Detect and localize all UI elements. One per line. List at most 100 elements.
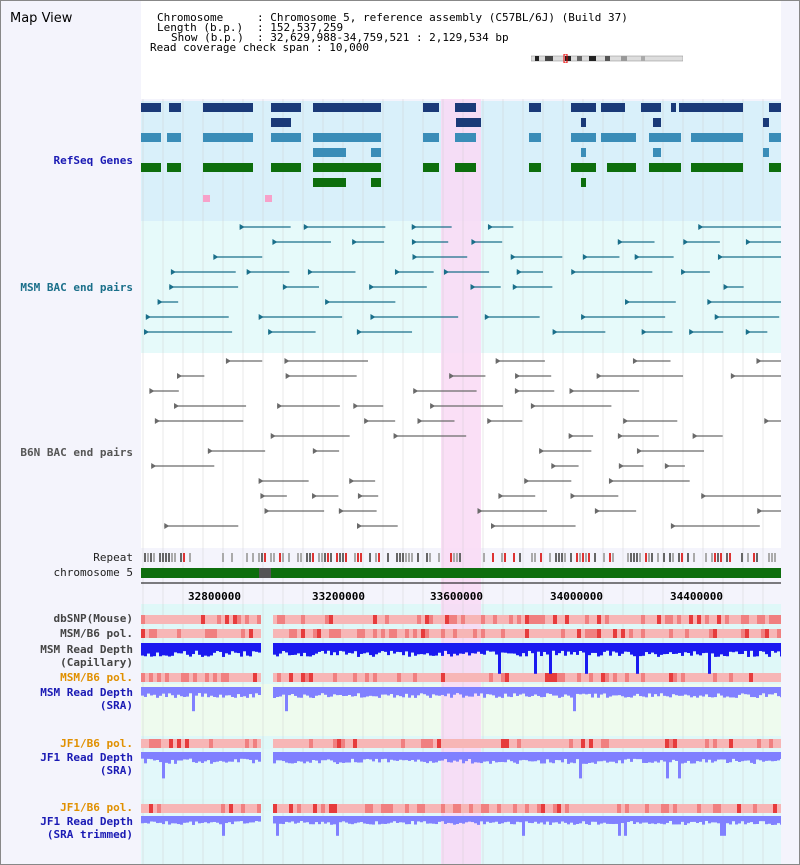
polymorphism-cell bbox=[389, 615, 393, 624]
msm-depth-sra-bar bbox=[495, 687, 498, 698]
polymorphism-cell bbox=[205, 629, 209, 638]
msm-depth-capillary-bar bbox=[663, 643, 666, 655]
polymorphism-cell bbox=[257, 629, 261, 638]
polymorphism-cell bbox=[541, 804, 545, 813]
track-label-repeat[interactable]: Repeat bbox=[93, 551, 133, 564]
jf1-depth-trimmed-bar bbox=[396, 816, 399, 823]
polymorphism-cell bbox=[277, 629, 281, 638]
track-label-jf1-pol[interactable]: JF1/B6 pol. bbox=[60, 737, 133, 750]
polymorphism-cell bbox=[749, 615, 753, 624]
polymorphism-cell bbox=[629, 629, 633, 638]
chromosome-ideogram[interactable] bbox=[531, 54, 683, 63]
track-label-jf1-pol-2[interactable]: JF1/B6 pol. bbox=[60, 801, 133, 814]
msm-depth-capillary-bar bbox=[486, 643, 489, 651]
b6n-bac-pair bbox=[364, 418, 370, 424]
gene-feature bbox=[653, 118, 661, 127]
polymorphism-cell bbox=[157, 739, 161, 748]
polymorphism-cell bbox=[241, 673, 245, 682]
msm-depth-sra-bar bbox=[564, 687, 567, 695]
b6n-bac-pair bbox=[618, 463, 624, 469]
jf1-depth-sra-bar bbox=[633, 752, 636, 759]
msm-depth-capillary-bar bbox=[363, 643, 366, 654]
polymorphism-cell bbox=[309, 739, 313, 748]
jf1-depth-sra-bar bbox=[252, 752, 255, 764]
jf1-depth-trimmed-bar bbox=[729, 816, 732, 825]
polymorphism-cell bbox=[581, 629, 585, 638]
polymorphism-cell bbox=[369, 615, 373, 624]
polymorphism-cell bbox=[497, 615, 501, 624]
track-label-msm-depth-cap[interactable]: MSM Read Depth bbox=[40, 643, 133, 656]
jf1-depth-sra-bar bbox=[477, 752, 480, 763]
jf1-depth-trimmed-bar bbox=[555, 816, 558, 823]
track-canvas[interactable] bbox=[141, 99, 783, 864]
gene-feature bbox=[763, 118, 769, 127]
jf1-depth-trimmed-bar bbox=[198, 816, 201, 824]
polymorphism-cell bbox=[217, 629, 221, 638]
polymorphism-cell bbox=[665, 629, 669, 638]
msm-depth-sra-bar bbox=[333, 687, 336, 695]
track-label-jf1-depth-sra[interactable]: JF1 Read Depth bbox=[40, 751, 133, 764]
polymorphism-cell bbox=[749, 804, 753, 813]
jf1-depth-trimmed-bar bbox=[546, 816, 549, 822]
track-label-refseq[interactable]: RefSeq Genes bbox=[53, 154, 133, 167]
msm-depth-sra-bar bbox=[282, 687, 285, 695]
msm-bac-pair bbox=[617, 239, 623, 245]
msm-depth-sra-bar bbox=[390, 687, 393, 695]
polymorphism-cell bbox=[497, 739, 501, 748]
jf1-depth-sra-bar bbox=[696, 752, 699, 762]
jf1-depth-trimmed-bar bbox=[285, 816, 288, 822]
msm-depth-sra-bar bbox=[399, 687, 402, 697]
msm-depth-sra-bar bbox=[225, 687, 228, 696]
repeat-feature bbox=[258, 553, 260, 562]
jf1-depth-trimmed-bar bbox=[228, 816, 231, 823]
msm-depth-sra-bar bbox=[579, 687, 582, 695]
jf1-depth-sra-bar bbox=[147, 752, 150, 759]
track-label-msm-pol-2[interactable]: MSM/B6 pol. bbox=[60, 671, 133, 684]
polymorphism-cell bbox=[233, 615, 237, 624]
polymorphism-cell bbox=[625, 629, 629, 638]
polymorphism-cell bbox=[585, 673, 589, 682]
track-label-jf1-depth-trim[interactable]: JF1 Read Depth bbox=[40, 815, 133, 828]
track-label-chromosome[interactable]: chromosome 5 bbox=[53, 566, 133, 579]
track-label-b6n-bac[interactable]: B6N BAC end pairs bbox=[20, 446, 133, 459]
jf1-depth-trimmed-bar bbox=[645, 816, 648, 823]
track-label-msm-depth-sra[interactable]: MSM Read Depth bbox=[40, 686, 133, 699]
polymorphism-cell bbox=[285, 615, 289, 624]
jf1-depth-sra-bar bbox=[552, 752, 555, 764]
msm-depth-capillary-bar bbox=[411, 643, 414, 653]
msm-depth-sra-bar bbox=[732, 687, 735, 698]
polymorphism-cell bbox=[693, 804, 697, 813]
jf1-depth-sra-bar bbox=[333, 752, 336, 763]
msm-depth-capillary-bar bbox=[162, 643, 165, 656]
jf1-depth-sra-bar bbox=[780, 752, 783, 759]
msm-bac-pair bbox=[307, 269, 313, 275]
polymorphism-cell bbox=[701, 615, 705, 624]
msm-depth-capillary-bar bbox=[492, 643, 495, 652]
jf1-depth-trimmed-bar bbox=[240, 816, 243, 822]
msm-depth-capillary-bar bbox=[387, 643, 390, 656]
polymorphism-cell bbox=[661, 673, 665, 682]
polymorphism-cell bbox=[437, 629, 441, 638]
polymorphism-cell bbox=[473, 615, 477, 624]
polymorphism-cell bbox=[773, 739, 777, 748]
polymorphism-cell bbox=[753, 673, 757, 682]
track-label-msm-bac[interactable]: MSM BAC end pairs bbox=[20, 281, 133, 294]
polymorphism-cell bbox=[705, 615, 709, 624]
msm-depth-sra-bar bbox=[381, 687, 384, 695]
polymorphism-cell bbox=[657, 629, 661, 638]
jf1-depth-trimmed-bar bbox=[141, 816, 144, 824]
jf1-depth-trimmed-bar bbox=[534, 816, 537, 822]
polymorphism-cell bbox=[633, 629, 637, 638]
polymorphism-cell bbox=[505, 739, 509, 748]
msm-depth-sra-bar bbox=[279, 687, 282, 697]
msm-depth-sra-bar bbox=[192, 687, 195, 712]
jf1-depth-trimmed-bar bbox=[516, 816, 519, 822]
track-label-msm-pol[interactable]: MSM/B6 pol. bbox=[60, 627, 133, 640]
jf1-depth-sra-bar bbox=[201, 752, 204, 763]
track-label-dbsnp[interactable]: dbSNP(Mouse) bbox=[53, 612, 133, 625]
polymorphism-cell bbox=[377, 615, 381, 624]
genome-tracks bbox=[141, 99, 783, 864]
b6n-bac-pair bbox=[764, 418, 770, 424]
jf1-depth-sra-bar bbox=[711, 752, 714, 763]
polymorphism-cell bbox=[341, 629, 345, 638]
